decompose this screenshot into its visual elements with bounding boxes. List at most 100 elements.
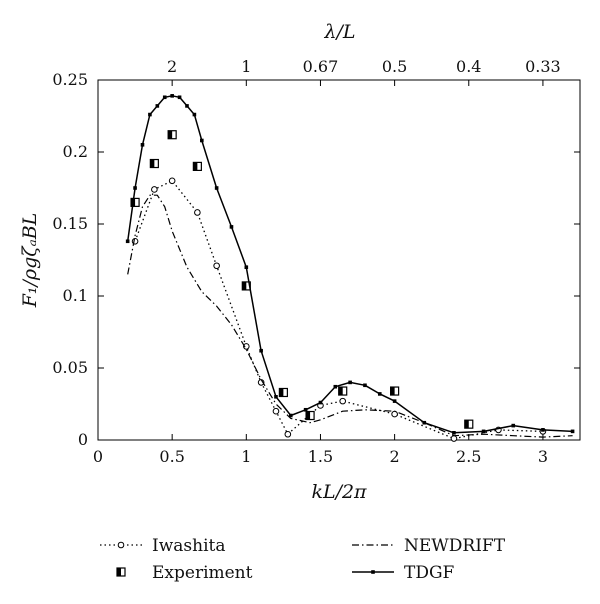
- data-point: [274, 395, 278, 399]
- data-point: [149, 158, 159, 169]
- data-point: [167, 130, 177, 140]
- top-tick-label: 0.67: [303, 57, 339, 76]
- data-point: [390, 386, 400, 396]
- series-line: [134, 180, 543, 440]
- legend-item-tdgf: TDGF: [352, 563, 455, 583]
- top-axis-title: λ/L: [323, 21, 355, 43]
- marker-fill: [338, 387, 343, 396]
- series-tdgf: [125, 94, 575, 435]
- data-point: [481, 429, 486, 434]
- x-tick-label: 3: [538, 447, 548, 466]
- legend-item-experiment: Experiment: [116, 563, 253, 583]
- data-point: [194, 209, 201, 216]
- data-point: [162, 95, 167, 100]
- data-point: [244, 265, 249, 269]
- top-tick-label: 2: [167, 57, 177, 76]
- marker-fill: [279, 388, 284, 397]
- top-tick-label: 0.5: [382, 57, 407, 76]
- marker-fill: [117, 568, 121, 576]
- data-point: [392, 399, 397, 403]
- x-tick-label: 2: [390, 447, 400, 466]
- y-axis-title: F₁/ρgζₐBL: [19, 213, 41, 309]
- y-tick-label: 0.2: [63, 142, 88, 161]
- data-point: [363, 383, 367, 388]
- series-iwashita: [131, 177, 547, 442]
- data-point: [570, 429, 575, 434]
- data-point: [272, 407, 280, 415]
- data-point: [185, 104, 189, 108]
- data-point: [391, 410, 398, 418]
- data-point: [155, 104, 160, 108]
- marker-fill: [242, 281, 247, 290]
- data-point: [511, 423, 516, 428]
- x-tick-label: 1: [241, 447, 251, 466]
- data-point: [377, 392, 382, 396]
- y-tick-label: 0.05: [52, 358, 88, 377]
- x-tick-label: 0.5: [159, 447, 184, 466]
- series-experiment: [130, 130, 474, 429]
- data-point: [278, 387, 288, 398]
- top-tick-label: 0.4: [456, 57, 481, 76]
- marker-fill: [193, 162, 198, 171]
- data-point: [289, 413, 293, 418]
- data-point: [318, 400, 323, 405]
- data-point: [177, 95, 182, 100]
- series-newdrift: [127, 194, 573, 438]
- x-tick-label: 0: [93, 447, 103, 466]
- data-point: [140, 143, 145, 147]
- y-tick-label: 0.25: [52, 70, 88, 89]
- data-point: [450, 435, 458, 442]
- data-point: [192, 161, 202, 171]
- marker-fill: [464, 420, 469, 429]
- data-point: [259, 348, 263, 353]
- data-point: [170, 94, 174, 98]
- legend-item-newdrift: NEWDRIFT: [352, 536, 506, 556]
- data-point: [192, 112, 197, 117]
- data-point: [125, 239, 130, 244]
- legend-label: Experiment: [152, 563, 253, 583]
- data-point: [213, 262, 220, 270]
- legend-label: NEWDRIFT: [404, 536, 506, 556]
- y-tick-label: 0.1: [63, 286, 88, 305]
- top-tick-label: 0.33: [525, 57, 561, 76]
- legend-swatch-marker: [117, 541, 125, 549]
- data-point: [348, 380, 352, 385]
- marker-fill: [150, 159, 155, 168]
- legend-item-iwashita: Iwashita: [100, 536, 225, 556]
- legend-label: Iwashita: [152, 536, 225, 556]
- legend-swatch-marker: [371, 570, 375, 574]
- data-point: [452, 431, 456, 435]
- data-point: [151, 186, 158, 193]
- marker-fill: [390, 387, 395, 396]
- y-tick-label: 0.15: [52, 214, 88, 233]
- data-point: [541, 428, 545, 432]
- data-point: [303, 407, 308, 412]
- data-point: [229, 225, 234, 229]
- data-point: [339, 397, 347, 405]
- x-tick-label: 1.5: [308, 447, 333, 466]
- data-point: [464, 419, 474, 429]
- data-point: [305, 410, 315, 421]
- data-point: [333, 384, 338, 389]
- data-point: [338, 386, 348, 396]
- series-line: [127, 194, 573, 438]
- y-tick-label: 0: [78, 430, 88, 449]
- axis-ticks: 0 0.5 1 1.5 2 2.5 3 0 0.05 0.1 0.15 0.2 0.25 2 1 0.67 0.…: [52, 57, 580, 466]
- data-point: [148, 112, 152, 117]
- data-point: [200, 138, 204, 143]
- legend-swatch-marker: [116, 567, 126, 577]
- marker-fill: [168, 130, 173, 139]
- legend: Iwashita Experiment NEWDRIFT TDGF: [100, 536, 506, 583]
- data-point: [422, 420, 427, 425]
- x-tick-label: 2.5: [456, 447, 481, 466]
- legend-label: TDGF: [404, 563, 455, 583]
- data-point: [168, 177, 176, 185]
- top-tick-label: 1: [241, 57, 251, 76]
- marker-fill: [306, 411, 311, 420]
- data-point: [243, 343, 250, 350]
- x-axis-title: kL/2π: [311, 481, 367, 503]
- data-point: [133, 186, 137, 190]
- series-layer: [125, 94, 575, 442]
- plot-frame: [97, 79, 581, 441]
